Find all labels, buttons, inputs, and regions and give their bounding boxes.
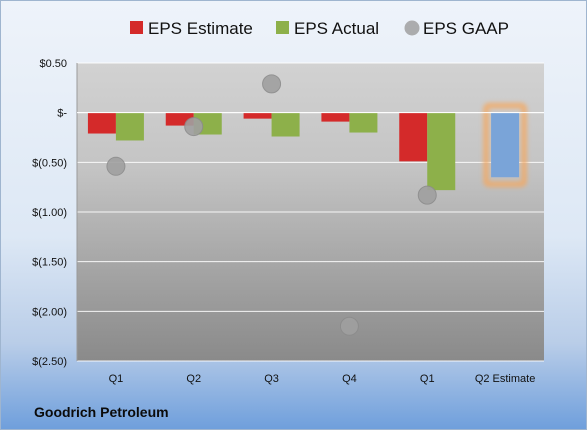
legend: EPS Estimate EPS Actual EPS GAAP: [130, 19, 509, 38]
legend-swatch: [276, 21, 289, 34]
x-axis: Q1 Q2 Q3 Q4 Q1 Q2 Estimate: [109, 373, 536, 385]
bar-eps-estimate-highlight: [491, 112, 520, 178]
bar-eps-actual: [115, 112, 144, 141]
bar-eps-actual: [427, 112, 456, 191]
y-tick-label: $0.50: [39, 58, 67, 70]
legend-label: EPS Actual: [294, 19, 379, 38]
y-tick-label: $(2.00): [32, 306, 67, 318]
bar-eps-actual: [349, 112, 378, 133]
x-category-label: Q2: [186, 373, 201, 385]
y-tick-label: $-: [57, 108, 67, 120]
highlight-glow: [483, 102, 528, 188]
bar-eps-estimate: [321, 112, 350, 122]
gaap-point: [339, 316, 359, 336]
bars: [77, 102, 544, 191]
x-category-label: Q2 Estimate: [475, 373, 536, 385]
bar-eps-estimate: [243, 112, 272, 119]
legend-swatch: [404, 20, 420, 36]
y-tick-label: $(2.50): [32, 356, 67, 368]
gaap-points: [106, 74, 437, 336]
y-tick-label: $(0.50): [32, 157, 67, 169]
legend-swatch: [130, 21, 143, 34]
x-category-label: Q1: [420, 373, 435, 385]
gaap-point: [184, 117, 204, 137]
company-name: Goodrich Petroleum: [34, 404, 169, 420]
gaap-point: [417, 185, 437, 205]
y-axis: $0.50 $- $(0.50) $(1.00) $(1.50) $(2.00) $(2.5…: [32, 58, 67, 368]
gaap-point: [262, 74, 282, 94]
legend-label: EPS Estimate: [148, 19, 253, 38]
bar-eps-estimate: [399, 112, 428, 162]
x-category-label: Q3: [264, 373, 279, 385]
bar-eps-estimate: [87, 112, 116, 134]
y-tick-label: $(1.50): [32, 257, 67, 269]
y-tick-label: $(1.00): [32, 207, 67, 219]
gaap-point: [106, 156, 126, 176]
x-category-label: Q1: [109, 373, 124, 385]
x-category-label: Q4: [342, 373, 357, 385]
legend-label: EPS GAAP: [423, 19, 509, 38]
bar-eps-actual: [271, 112, 300, 137]
